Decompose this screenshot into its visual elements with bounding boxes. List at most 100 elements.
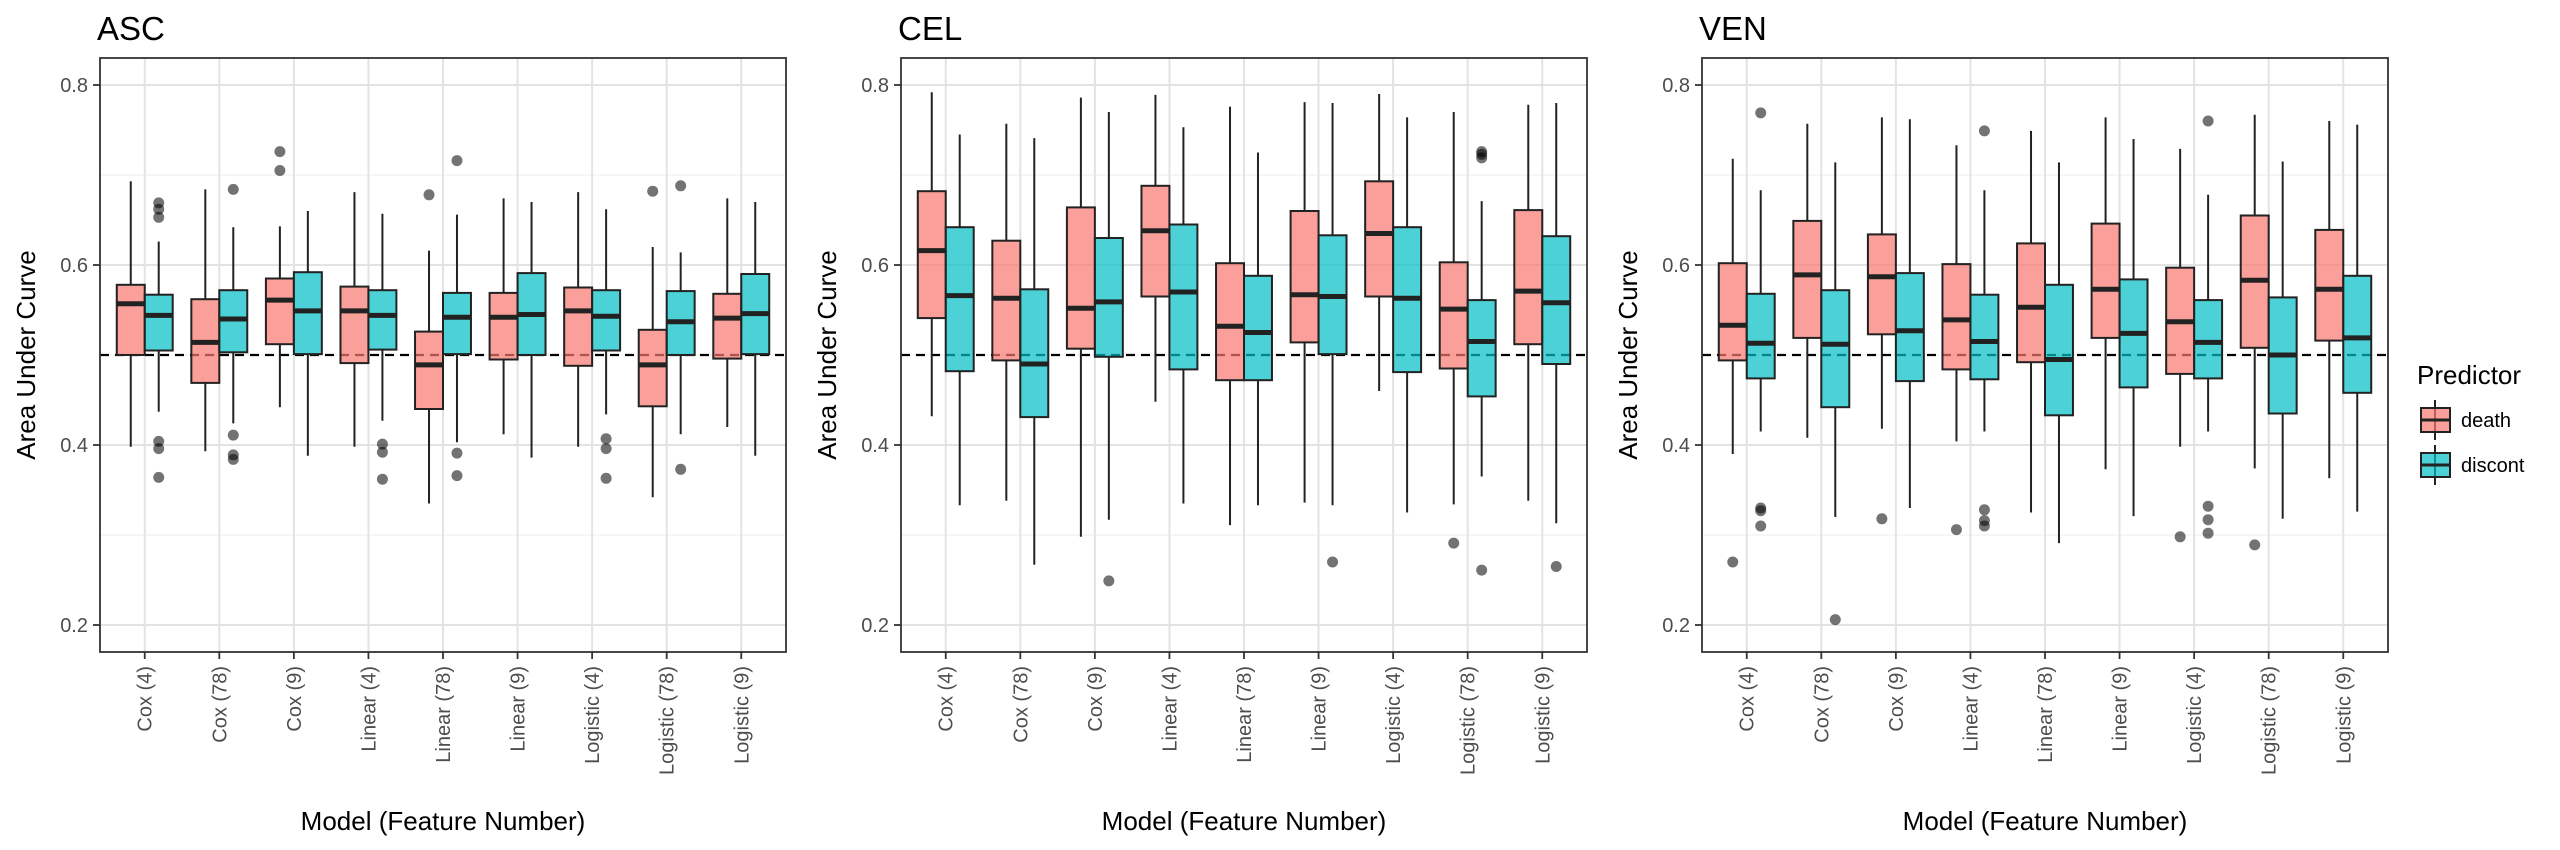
box-body — [1541, 235, 1572, 365]
outlier-point — [376, 438, 388, 450]
box-body — [1168, 223, 1199, 371]
box-body — [1140, 184, 1171, 298]
box-discont — [2044, 162, 2074, 544]
x-tick-label: Linear (9) — [1309, 666, 1331, 752]
x-tick-label: Cox (9) — [1085, 666, 1107, 732]
outlier-point — [675, 180, 687, 192]
outlier-point — [647, 185, 659, 197]
legend-label: death — [2461, 410, 2511, 432]
x-tick-label: Linear (78) — [433, 666, 455, 763]
x-tick-label: Logistic (78) — [657, 666, 679, 775]
box-discont — [740, 202, 771, 456]
box-body — [1215, 262, 1246, 382]
box-discont — [944, 134, 975, 506]
x-tick-label: Cox (78) — [1811, 666, 1833, 743]
box-discont — [1820, 162, 1851, 626]
box-death — [2090, 117, 2121, 470]
panel-cel: 0.2 0.4 0.6 0.8 Cox (4) Cox (78) Cox (9) Linear… — [812, 10, 1588, 836]
box-discont — [1894, 119, 1925, 508]
y-tick-label: 0.8 — [861, 75, 889, 97]
x-tick-label: Logistic (4) — [2184, 666, 2206, 764]
box-discont — [1541, 103, 1572, 572]
box-death — [991, 123, 1022, 501]
box-body — [143, 293, 174, 352]
y-tick-label: 0.2 — [1662, 615, 1690, 637]
box-discont — [591, 209, 622, 484]
box-death — [488, 198, 519, 435]
outlier-point — [376, 446, 388, 458]
box-death — [115, 181, 146, 447]
y-tick-label: 0.2 — [861, 615, 889, 637]
panel-title: VEN — [1699, 10, 1767, 47]
outlier-point — [274, 165, 286, 176]
y-axis-label: Area Under Curve — [812, 250, 842, 460]
box-body — [414, 330, 445, 411]
x-tick-label: Logistic (9) — [731, 666, 753, 764]
box-body — [1969, 293, 2000, 381]
box-body — [488, 291, 519, 361]
outlier-point — [600, 443, 612, 455]
x-axis-label: Model (Feature Number) — [301, 806, 586, 836]
x-tick-label: Cox (4) — [135, 666, 157, 732]
x-axis-label: Model (Feature Number) — [1903, 806, 2188, 836]
outlier-point — [451, 447, 463, 459]
box-death — [563, 192, 594, 447]
x-tick-label: Logistic (9) — [2333, 666, 2355, 764]
box-body — [944, 226, 975, 373]
y-tick-label: 0.4 — [60, 435, 88, 457]
box-body — [1941, 263, 1972, 371]
x-tick-label: Logistic (4) — [582, 666, 604, 764]
panel-title: CEL — [898, 10, 962, 47]
box-death — [264, 146, 295, 408]
outlier-point — [423, 189, 435, 201]
box-discont — [1168, 127, 1199, 504]
box-body — [1065, 206, 1096, 350]
legend-key-discont: discont — [2420, 445, 2525, 485]
box-discont — [1466, 146, 1497, 576]
x-axis-label: Model (Feature Number) — [1102, 806, 1387, 836]
x-tick-label: Logistic (78) — [1458, 666, 1480, 775]
x-tick-label: Linear (78) — [1234, 666, 1256, 763]
box-body — [1745, 292, 1776, 380]
outlier-point — [1727, 556, 1739, 568]
box-body — [712, 292, 743, 360]
box-body — [2016, 242, 2047, 364]
outlier-point — [1476, 564, 1488, 576]
box-discont — [367, 213, 398, 485]
box-death — [712, 198, 743, 427]
outlier-point — [2202, 115, 2214, 127]
x-tick-label: Linear (9) — [2110, 666, 2132, 752]
box-body — [442, 291, 472, 356]
outlier-point — [227, 429, 239, 441]
box-body — [1820, 289, 1851, 409]
box-death — [1364, 94, 1395, 391]
box-body — [339, 285, 370, 365]
outlier-point — [451, 155, 463, 167]
box-body — [1792, 219, 1823, 339]
x-tick-label: Cox (78) — [1010, 666, 1032, 743]
box-discont — [665, 180, 696, 475]
box-death — [1866, 117, 1897, 525]
y-tick-label: 0.4 — [861, 435, 889, 457]
outlier-point — [1327, 556, 1339, 568]
y-tick-label: 0.6 — [60, 255, 88, 277]
x-tick-label: Linear (4) — [1960, 666, 1982, 752]
box-discont — [1745, 107, 1776, 532]
y-tick-label: 0.2 — [60, 615, 88, 637]
x-tick-label: Linear (4) — [1159, 666, 1181, 752]
outlier-point — [2174, 531, 2186, 543]
box-discont — [1093, 112, 1124, 587]
outlier-point — [153, 471, 165, 483]
outlier-point — [1978, 125, 1990, 137]
box-discont — [1317, 103, 1348, 568]
box-body — [264, 277, 295, 346]
box-death — [414, 189, 445, 504]
box-death — [2016, 130, 2047, 513]
outlier-point — [600, 472, 612, 484]
box-body — [1466, 299, 1497, 398]
box-discont — [143, 197, 174, 483]
outlier-point — [1950, 524, 1962, 536]
box-discont — [218, 183, 249, 465]
box-discont — [1969, 125, 2000, 532]
outlier-point — [153, 435, 165, 447]
